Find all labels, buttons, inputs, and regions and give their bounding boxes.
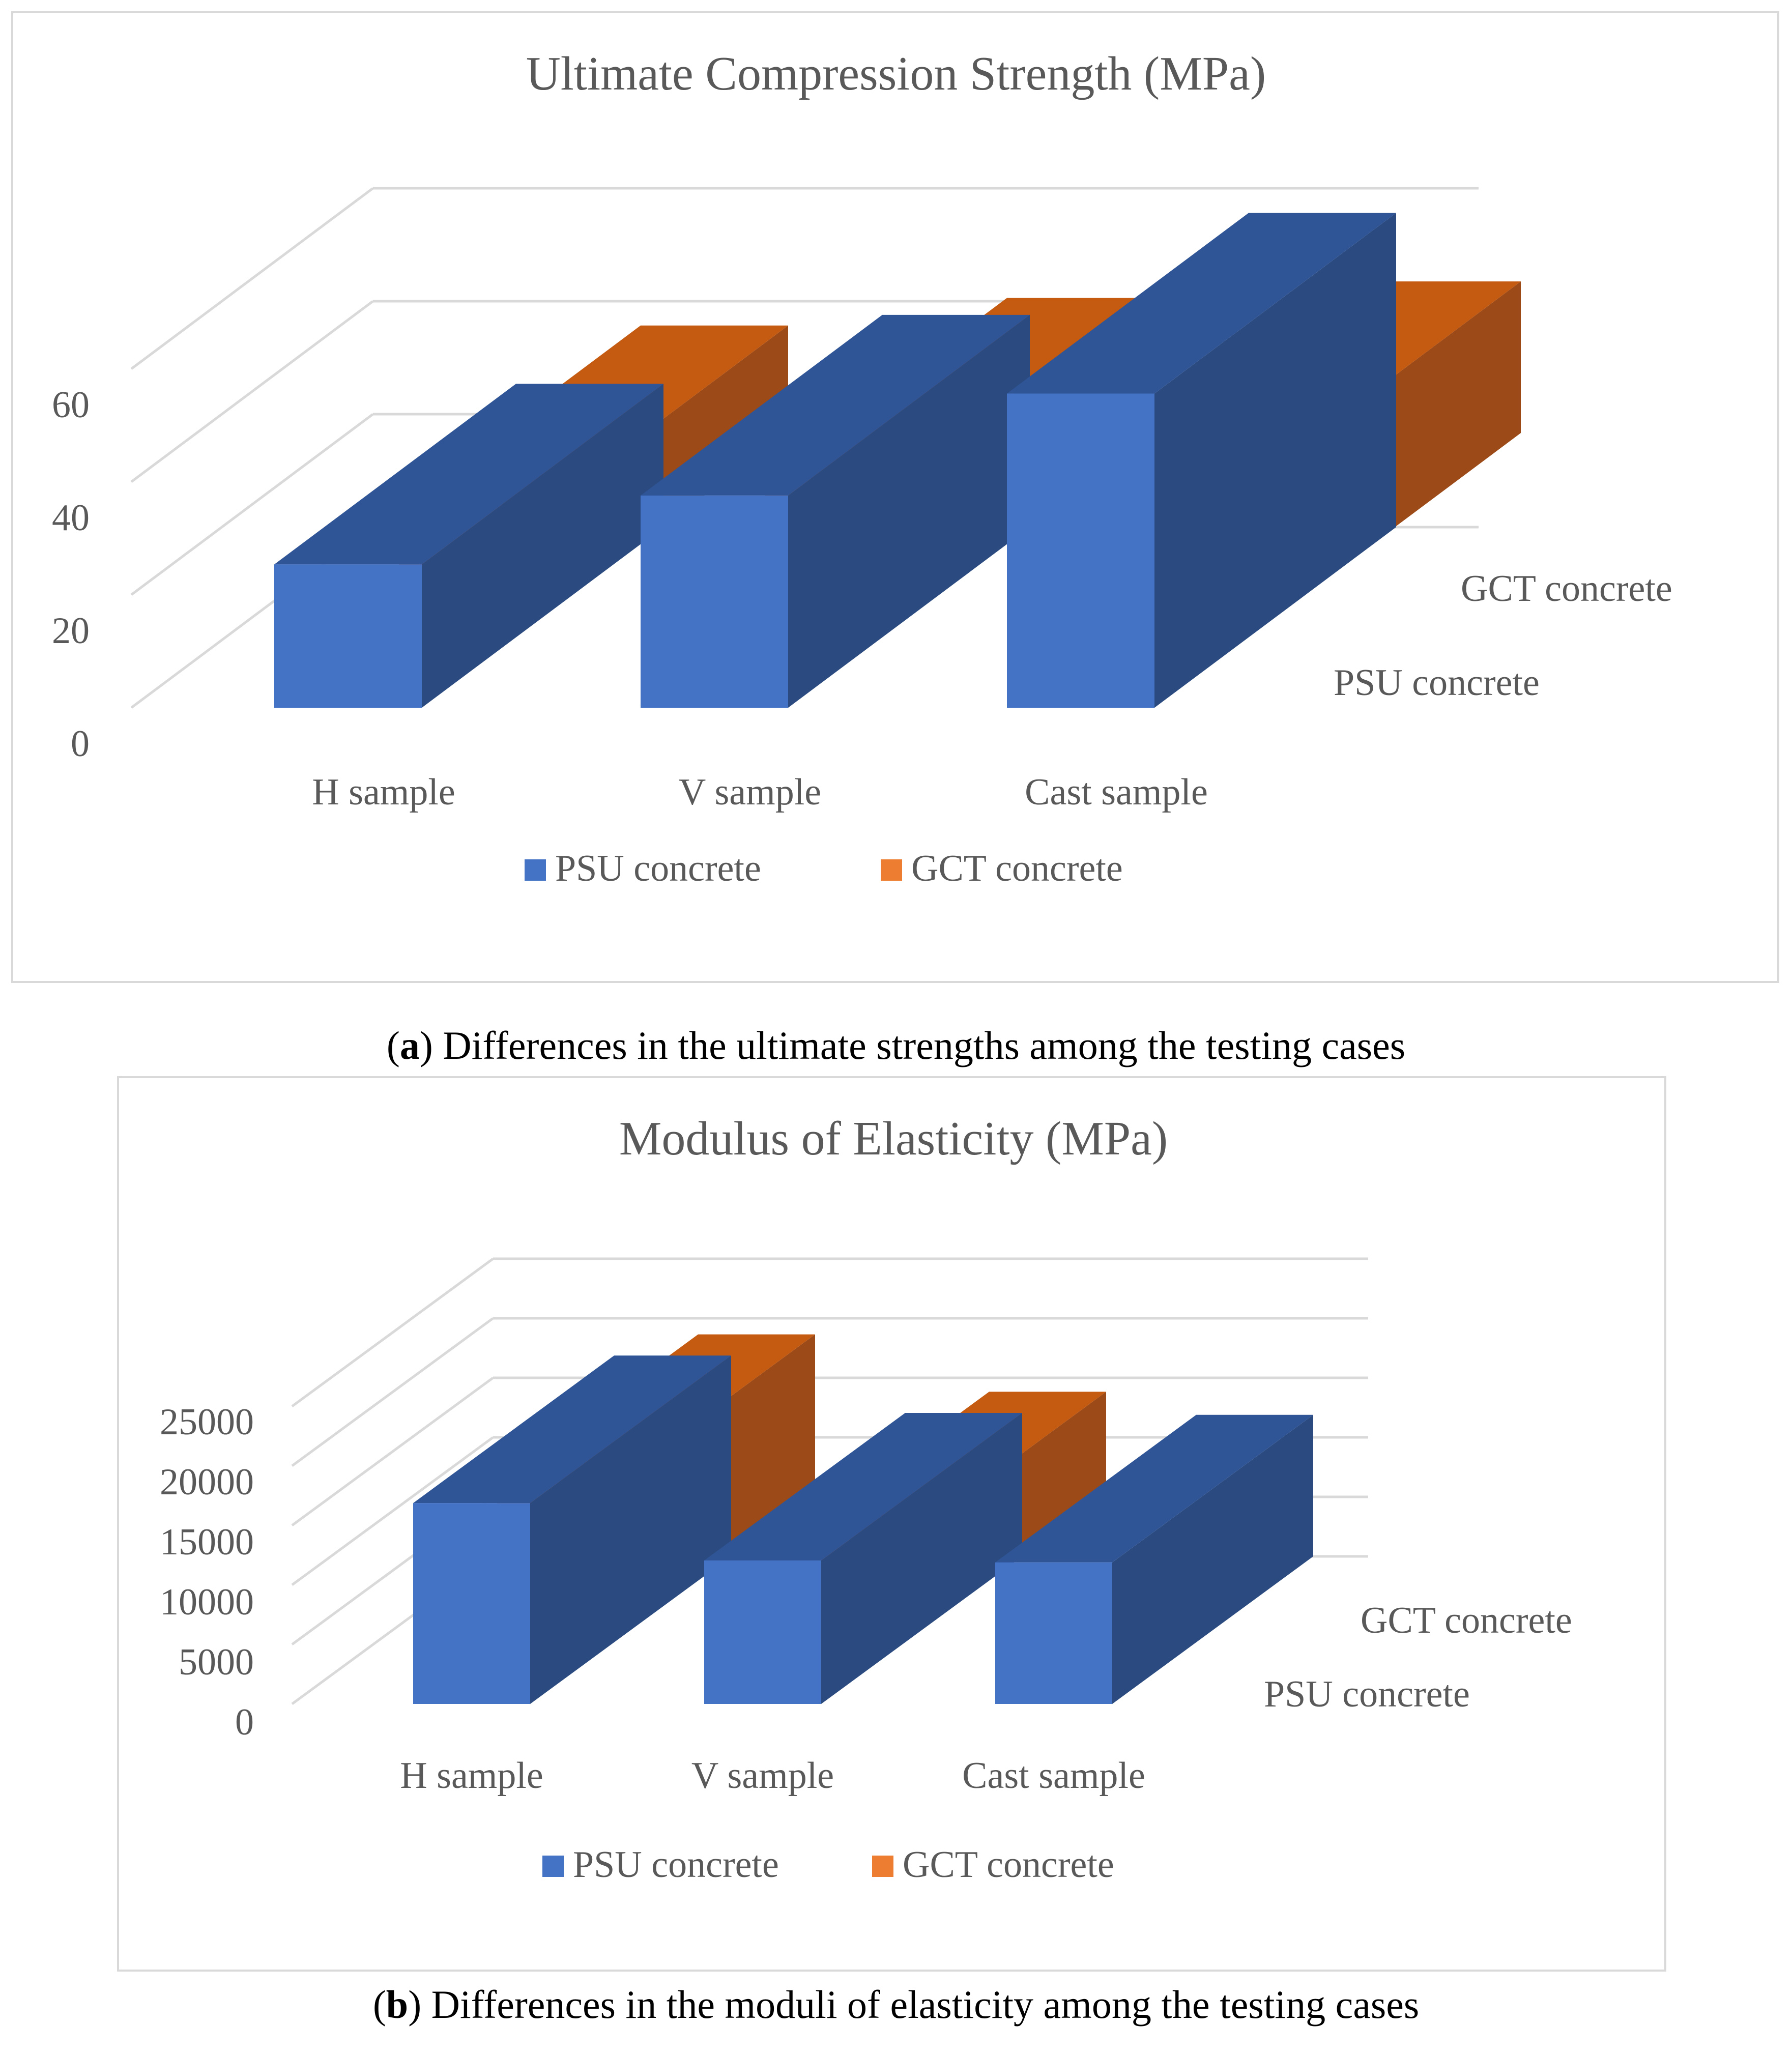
chart-a-bar-psu	[641, 495, 788, 708]
chart-b-bar-psu-side	[821, 1413, 1022, 1704]
chart-b-category-label: Cast sample	[962, 1755, 1145, 1797]
chart-a-ytick-label: 60	[52, 384, 90, 426]
chart-a-category-label: V sample	[679, 771, 821, 813]
chart-b-bar-psu	[704, 1560, 821, 1704]
chart-a-bar-psu-top	[641, 314, 1030, 496]
chart-a-category-label: H sample	[312, 771, 455, 813]
chart-b-bar-psu	[413, 1503, 530, 1704]
chart-a-depth-label-psu: PSU concrete	[1334, 662, 1540, 704]
chart-b-legend-label-psu: PSU concrete	[573, 1844, 779, 1886]
chart-a-wall-line	[130, 413, 374, 596]
caption-a: (a) Differences in the ultimate strength…	[386, 1023, 1406, 1067]
chart-b-wall-line	[291, 1317, 494, 1467]
chart-a-bar-psu-top	[274, 384, 663, 565]
chart-b-wall-line	[291, 1376, 494, 1527]
chart-b-wall-line	[291, 1257, 494, 1408]
chart-a-wall-line	[130, 300, 374, 483]
chart-b-plot: 0 5000 10000 15000 20000 25000 H sample V sampl…	[160, 1112, 1572, 1886]
chart-a-container: 0 20 40 60 H sample V sample Cast sample PSU co…	[11, 11, 1779, 983]
chart-b-ytick-label: 0	[235, 1701, 254, 1743]
caption-b: (b) Differences in the moduli of elastic…	[372, 1982, 1420, 2027]
chart-a-legend-label-psu: PSU concrete	[555, 848, 761, 889]
chart-a-plot: 0 20 40 60 H sample V sample Cast sample PSU co…	[52, 47, 1672, 889]
chart-a-bar-psu-side	[422, 384, 663, 708]
chart-b-bar-psu-side	[530, 1355, 731, 1704]
chart-a-title: Ultimate Compression Strength (MPa)	[526, 47, 1266, 100]
caption-a-letter: a	[399, 1023, 420, 1067]
chart-b-depth-label-gct: GCT concrete	[1361, 1600, 1572, 1641]
chart-b-container: 0 5000 10000 15000 20000 25000 H sample V sampl…	[117, 1076, 1666, 1972]
chart-a-wall-line	[130, 187, 374, 370]
chart-b-ytick-label: 10000	[160, 1581, 254, 1623]
chart-b-category-label: V sample	[691, 1755, 834, 1797]
chart-a-bar-psu-side	[1154, 213, 1396, 708]
chart-a-bar-psu-top	[1007, 213, 1396, 394]
chart-b-bar-psu-top	[413, 1355, 731, 1503]
chart-b-ytick-label: 15000	[160, 1521, 254, 1563]
chart-a-legend-swatch-gct	[881, 859, 902, 881]
chart-a-bar-psu-side	[788, 314, 1030, 708]
chart-a-legend-label-gct: GCT concrete	[911, 848, 1123, 889]
chart-b-bar-psu-top	[704, 1413, 1022, 1560]
caption-a-text: Differences in the ultimate strengths am…	[432, 1023, 1406, 1067]
chart-b-wall-line	[291, 1436, 494, 1586]
chart-b-ytick-label: 5000	[179, 1641, 254, 1683]
chart-b-legend-label-gct: GCT concrete	[903, 1844, 1114, 1886]
chart-a-bar-psu	[274, 564, 422, 708]
chart-b-bar-psu	[995, 1562, 1112, 1704]
chart-a-depth-label-gct: GCT concrete	[1461, 568, 1672, 610]
chart-b-legend-swatch-psu	[542, 1856, 564, 1877]
chart-b-ytick-label: 20000	[160, 1461, 254, 1503]
chart-a-ytick-label: 0	[71, 723, 90, 765]
chart-a-bar-psu	[1007, 393, 1154, 708]
chart-b-ytick-label: 25000	[160, 1401, 254, 1443]
chart-b-title: Modulus of Elasticity (MPa)	[619, 1112, 1168, 1165]
caption-b-letter: b	[386, 1982, 409, 2027]
chart-a-legend-swatch-psu	[525, 859, 546, 881]
chart-b-depth-label-psu: PSU concrete	[1264, 1673, 1470, 1715]
chart-a-category-label: Cast sample	[1025, 771, 1208, 813]
chart-b-legend-swatch-gct	[872, 1856, 893, 1877]
chart-b-category-label: H sample	[400, 1755, 543, 1797]
chart-b-bar-psu-side	[1112, 1414, 1313, 1704]
chart-a-ytick-label: 40	[52, 497, 90, 539]
chart-a-ytick-label: 20	[52, 610, 90, 652]
chart-b-bar-psu-top	[995, 1414, 1313, 1563]
caption-b-text: Differences in the moduli of elasticity …	[421, 1982, 1420, 2027]
